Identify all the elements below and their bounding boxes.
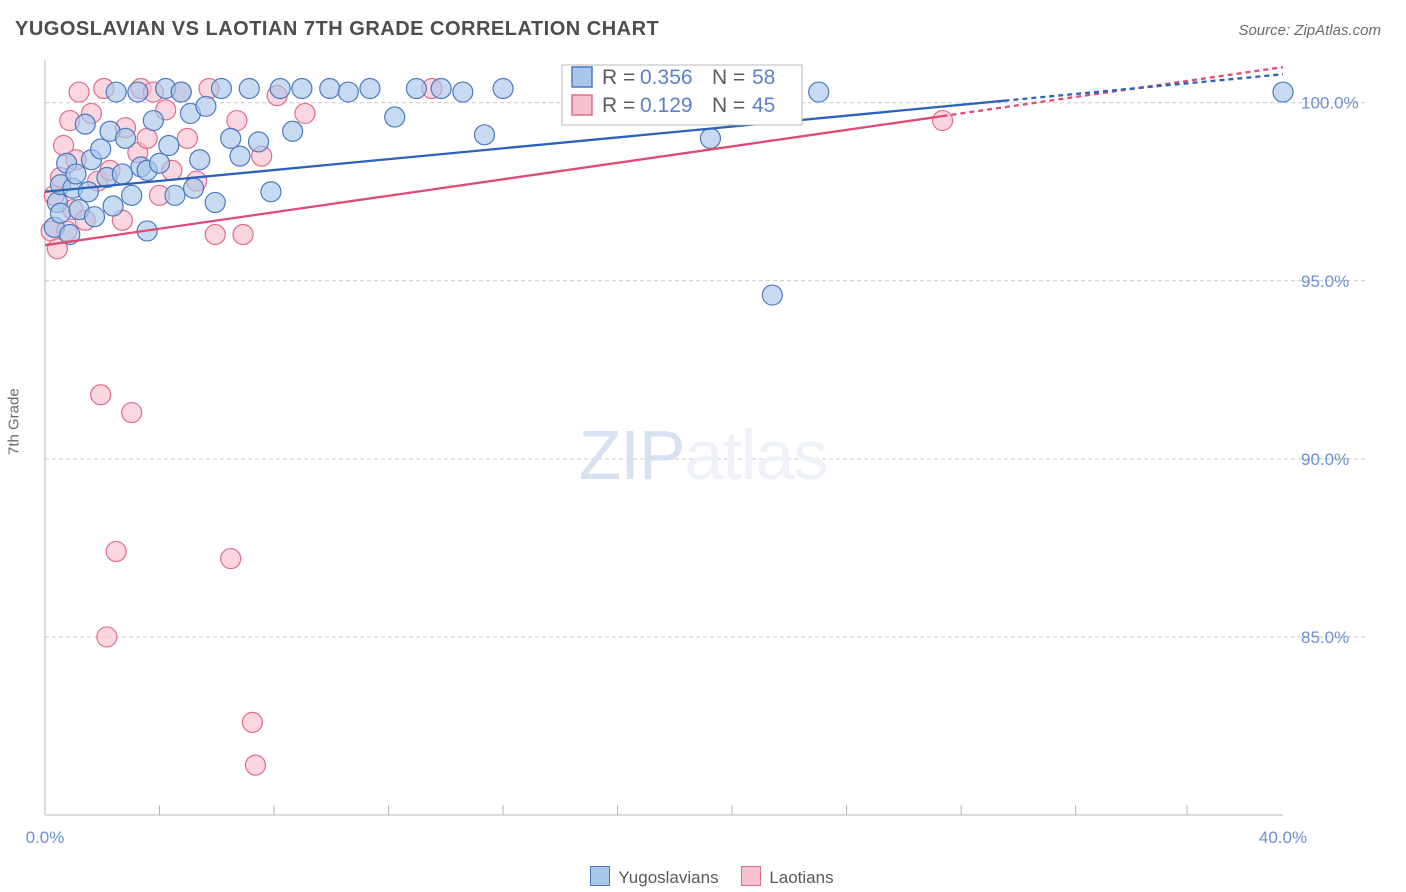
svg-text:100.0%: 100.0% bbox=[1301, 94, 1359, 113]
svg-text:85.0%: 85.0% bbox=[1301, 628, 1349, 647]
legend-label-blue: Yugoslavians bbox=[618, 868, 718, 887]
svg-text:90.0%: 90.0% bbox=[1301, 450, 1349, 469]
svg-text:45: 45 bbox=[752, 94, 775, 117]
svg-text:R =: R = bbox=[602, 94, 635, 117]
svg-text:0.356: 0.356 bbox=[640, 66, 693, 89]
chart-container: 7th Grade ZIPatlas 0.0%40.0%85.0%90.0%95… bbox=[0, 50, 1406, 860]
svg-text:N =: N = bbox=[712, 66, 745, 89]
legend-swatch-pink bbox=[741, 866, 761, 886]
svg-text:0.0%: 0.0% bbox=[26, 828, 65, 847]
legend-swatch-blue bbox=[590, 866, 610, 886]
y-axis-label: 7th Grade bbox=[6, 388, 23, 455]
legend: Yugoslavians Laotians bbox=[0, 866, 1406, 888]
svg-text:40.0%: 40.0% bbox=[1259, 828, 1307, 847]
svg-text:58: 58 bbox=[752, 66, 775, 89]
svg-text:0.129: 0.129 bbox=[640, 94, 693, 117]
scatter-plot: 0.0% 40.0% 85.0% 90.0% 95.0% 100.0% R =0.356 N … bbox=[0, 50, 1406, 860]
svg-text:95.0%: 95.0% bbox=[1301, 272, 1349, 291]
legend-label-pink: Laotians bbox=[769, 868, 833, 887]
chart-title: YUGOSLAVIAN VS LAOTIAN 7TH GRADE CORRELA… bbox=[15, 18, 659, 41]
svg-text:R =: R = bbox=[602, 66, 635, 89]
svg-text:N =: N = bbox=[712, 94, 745, 117]
source-attribution: Source: ZipAtlas.com bbox=[1238, 22, 1381, 39]
